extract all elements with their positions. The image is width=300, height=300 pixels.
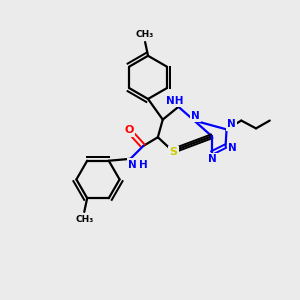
Text: N: N <box>128 160 137 170</box>
Text: N: N <box>228 143 237 153</box>
Text: S: S <box>169 147 178 157</box>
Text: H: H <box>139 160 148 170</box>
Text: NH: NH <box>166 96 183 106</box>
Text: N: N <box>227 119 236 130</box>
Text: CH₃: CH₃ <box>136 30 154 39</box>
Text: CH₃: CH₃ <box>75 215 93 224</box>
Text: N: N <box>208 154 217 164</box>
Text: N: N <box>191 111 200 121</box>
Text: O: O <box>125 125 134 135</box>
